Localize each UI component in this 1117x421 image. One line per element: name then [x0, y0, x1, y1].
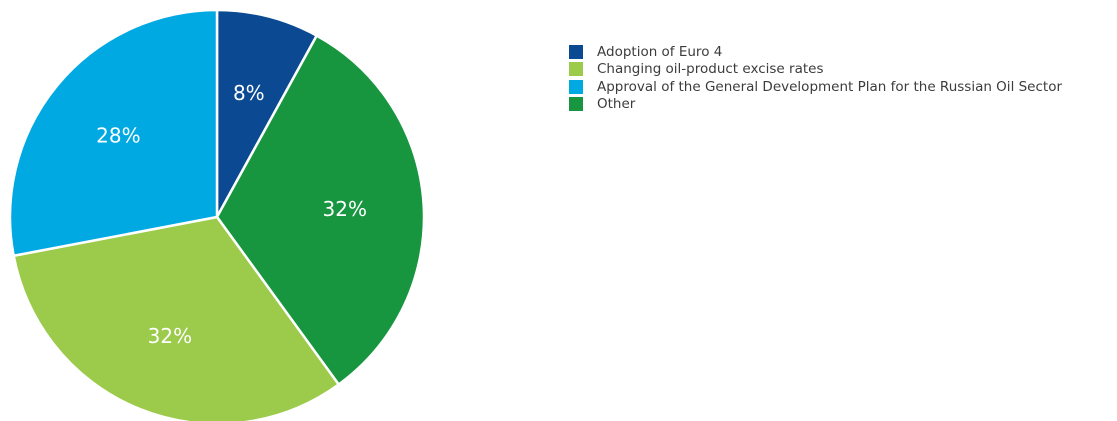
slice-label-0: 8% — [233, 81, 265, 105]
legend-item-other: Other — [569, 96, 1062, 114]
legend-item-excise-rates: Changing oil-product excise rates — [569, 61, 1062, 79]
chart-legend: Adoption of Euro 4 Changing oil-product … — [569, 43, 1062, 113]
legend-label: Changing oil-product excise rates — [597, 61, 824, 78]
slice-label-3: 28% — [96, 123, 140, 147]
legend-item-euro4: Adoption of Euro 4 — [569, 43, 1062, 61]
slice-label-2: 32% — [148, 324, 192, 348]
legend-label: Adoption of Euro 4 — [597, 43, 723, 60]
pie-slice-2 — [12, 215, 340, 421]
pie-slice-3 — [8, 8, 219, 258]
legend-label: Other — [597, 96, 636, 113]
legend-label: Approval of the General Development Plan… — [597, 78, 1063, 95]
legend-swatch — [569, 97, 583, 112]
legend-item-development-plan: Approval of the General Development Plan… — [569, 78, 1062, 96]
pie-slice-0 — [215, 8, 318, 219]
pie-chart: 8% 32% 32% 28% — [8, 8, 426, 421]
legend-swatch — [569, 79, 583, 94]
slice-label-1: 32% — [323, 197, 367, 221]
legend-swatch — [569, 44, 583, 59]
pie-slice-1 — [215, 34, 426, 386]
legend-swatch — [569, 62, 583, 77]
